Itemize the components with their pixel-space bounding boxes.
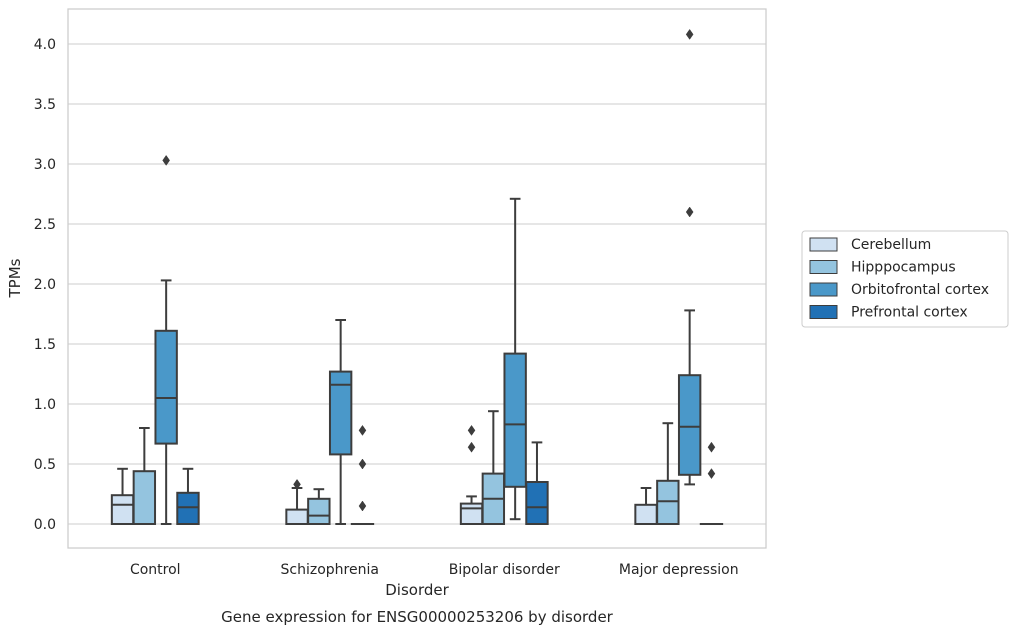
plot-frame (67, 8, 767, 549)
box-2-1 (481, 410, 506, 526)
box-rect (110, 494, 135, 526)
box-3-1 (656, 422, 680, 525)
x-tick-label: Major depression (619, 562, 739, 578)
box-series (110, 28, 724, 526)
legend: Cerebellum Hipppocampus Orbitofrontal cort… (801, 230, 1009, 328)
outlier-point (358, 458, 367, 470)
outlier-point (162, 154, 170, 166)
box-3-3 (699, 441, 724, 526)
box-1-1 (307, 488, 331, 525)
y-tick-label: 3.0 (34, 157, 56, 173)
box-0-3 (176, 467, 200, 525)
outlier-point (707, 441, 716, 453)
box-1-0 (285, 478, 309, 526)
outlier-point (685, 28, 694, 40)
x-tick-label: Bipolar disorder (449, 562, 560, 578)
outlier-point (358, 424, 367, 436)
box-rect (503, 352, 527, 488)
y-axis-label: TPMs (6, 258, 24, 298)
box-rect (176, 491, 200, 525)
outlier-point (467, 441, 476, 453)
box-2-0 (459, 424, 484, 526)
legend-swatch (809, 237, 838, 252)
y-tick-label: 4.0 (34, 37, 56, 53)
box-0-2 (154, 154, 178, 525)
y-tick-label: 3.5 (34, 97, 56, 113)
legend-label: Cerebellum (851, 237, 931, 253)
box-1-2 (328, 319, 353, 525)
legend-swatch (809, 282, 838, 297)
box-rect (307, 497, 331, 525)
outlier-point (293, 478, 301, 490)
box-0-0 (110, 467, 135, 526)
y-tick-label: 1.0 (34, 397, 56, 413)
legend-label: Hipppocampus (851, 260, 956, 276)
box-3-0 (634, 487, 658, 525)
box-1-3 (350, 424, 375, 526)
y-tick-label: 0.0 (34, 517, 56, 533)
y-tick-label: 0.5 (34, 457, 56, 473)
box-rect (132, 470, 157, 526)
y-tick-label: 1.5 (34, 337, 56, 353)
box-3-2 (677, 28, 702, 486)
legend-label: Prefrontal cortex (851, 305, 968, 321)
grid-lines (68, 43, 766, 525)
legend-frame (801, 230, 1009, 328)
legend-swatch (809, 260, 838, 274)
outlier-point (358, 500, 367, 512)
box-rect (328, 370, 353, 456)
outlier-point (707, 468, 716, 480)
x-tick-label: Control (130, 562, 181, 578)
x-axis-label: Disorder (385, 581, 449, 599)
chart-caption: Gene expression for ENSG00000253206 by d… (221, 608, 614, 626)
outlier-point (467, 424, 476, 436)
box-2-3 (525, 441, 549, 525)
y-tick-label: 2.5 (34, 217, 56, 233)
box-rect (459, 502, 484, 526)
box-0-1 (132, 427, 157, 526)
x-tick-labels: Control Schizophrenia Bipolar disorder Majo… (130, 562, 739, 578)
x-tick-label: Schizophrenia (281, 562, 379, 578)
y-tick-labels: 0.0 0.5 1.0 1.5 2.0 2.5 3.0 3.5 4.0 (34, 37, 56, 533)
box-rect (285, 508, 309, 526)
box-rect (677, 374, 702, 476)
legend-swatch (809, 305, 838, 319)
box-rect (634, 503, 658, 525)
legend-label: Orbitofrontal cortex (851, 282, 989, 298)
box-2-2 (503, 197, 527, 521)
outlier-point (685, 206, 694, 218)
box-rect (525, 481, 549, 525)
box-rect (656, 479, 680, 525)
box-rect (154, 329, 178, 445)
y-tick-label: 2.0 (34, 277, 56, 293)
